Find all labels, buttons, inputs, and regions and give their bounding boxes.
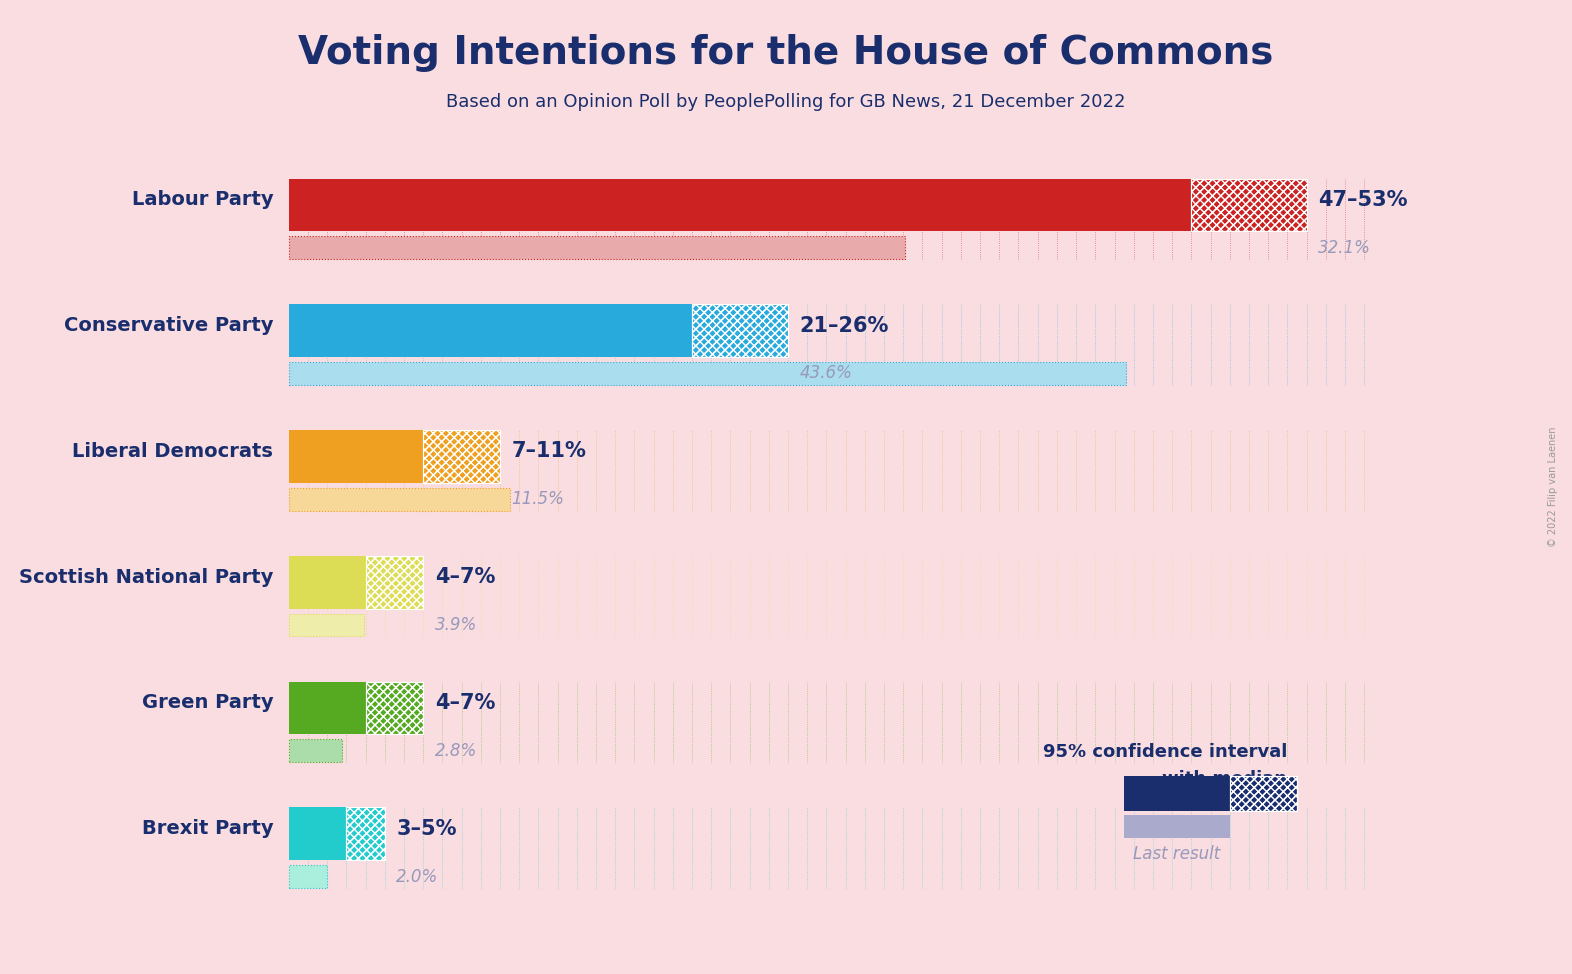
Text: Labour Party: Labour Party (132, 190, 274, 209)
Bar (423, 431, 500, 483)
Text: 4–7%: 4–7% (435, 693, 495, 713)
Text: 21–26%: 21–26% (800, 316, 888, 336)
Text: 43.6%: 43.6% (800, 364, 852, 383)
Bar (366, 556, 423, 609)
Bar (346, 807, 385, 860)
Text: 95% confidence interval
with median: 95% confidence interval with median (1042, 743, 1287, 788)
Bar (289, 556, 366, 609)
Text: Scottish National Party: Scottish National Party (19, 568, 274, 586)
Text: 11.5%: 11.5% (511, 490, 564, 508)
Bar (289, 362, 1126, 385)
Bar (346, 807, 385, 860)
Bar (289, 739, 343, 762)
Text: Last result: Last result (1133, 845, 1220, 863)
Bar (1124, 815, 1229, 838)
Bar (366, 682, 423, 734)
Text: 32.1%: 32.1% (1317, 239, 1371, 257)
Bar (1124, 776, 1229, 811)
Bar (289, 431, 423, 483)
Text: 3.9%: 3.9% (435, 616, 476, 634)
Bar (692, 304, 788, 357)
Bar (289, 865, 327, 888)
Text: © 2022 Filip van Laenen: © 2022 Filip van Laenen (1548, 427, 1558, 547)
Bar (366, 682, 423, 734)
Text: 3–5%: 3–5% (396, 819, 457, 839)
Bar (289, 682, 366, 734)
Bar (289, 488, 509, 510)
Text: 4–7%: 4–7% (435, 567, 495, 587)
Bar (366, 556, 423, 609)
Text: 47–53%: 47–53% (1317, 190, 1407, 209)
Bar (289, 178, 1192, 232)
Text: 2.8%: 2.8% (435, 742, 476, 760)
Bar (289, 304, 692, 357)
Bar (1229, 776, 1297, 811)
Text: Based on an Opinion Poll by PeoplePolling for GB News, 21 December 2022: Based on an Opinion Poll by PeoplePollin… (446, 93, 1126, 110)
Text: 2.0%: 2.0% (396, 868, 439, 885)
Text: Green Party: Green Party (141, 693, 274, 713)
Bar (289, 614, 363, 636)
Bar (1192, 178, 1306, 232)
Bar (1229, 776, 1297, 811)
Bar (289, 237, 905, 259)
Bar (423, 431, 500, 483)
Text: Voting Intentions for the House of Commons: Voting Intentions for the House of Commo… (299, 34, 1273, 72)
Text: 7–11%: 7–11% (511, 441, 586, 462)
Bar (1192, 178, 1306, 232)
Bar (692, 304, 788, 357)
Bar (289, 807, 346, 860)
Text: Liberal Democrats: Liberal Democrats (72, 442, 274, 461)
Text: Conservative Party: Conservative Party (64, 317, 274, 335)
Text: Brexit Party: Brexit Party (141, 819, 274, 839)
